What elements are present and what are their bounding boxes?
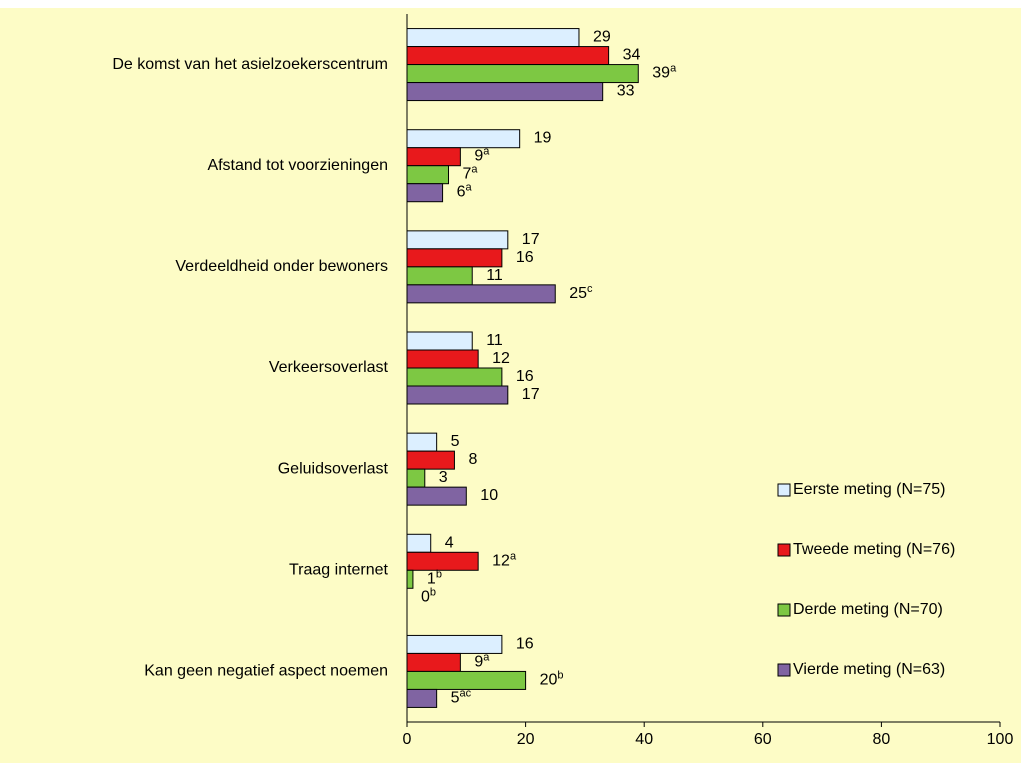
bar bbox=[406, 28, 580, 48]
bar bbox=[406, 349, 479, 369]
legend-label: Tweede meting (N=76) bbox=[793, 541, 955, 558]
data-label: 29 bbox=[593, 29, 611, 46]
category-label: Afstand tot voorzieningen bbox=[207, 157, 388, 174]
data-label: 11 bbox=[486, 332, 503, 349]
bar bbox=[406, 129, 521, 149]
data-label: 8 bbox=[468, 451, 477, 468]
data-label: 19 bbox=[534, 130, 552, 147]
data-label: 16 bbox=[516, 368, 534, 385]
legend-swatch bbox=[777, 483, 791, 497]
data-label: 33 bbox=[617, 83, 635, 100]
category-label: Geluidsoverlast bbox=[278, 460, 389, 477]
category-label: Verdeeldheid onder bewoners bbox=[175, 258, 388, 275]
data-label: 6a bbox=[457, 182, 473, 201]
bar bbox=[406, 147, 461, 167]
x-tick-label: 0 bbox=[403, 731, 412, 748]
bar bbox=[406, 533, 432, 553]
data-label: 39a bbox=[652, 62, 677, 81]
x-tick-label: 40 bbox=[635, 731, 653, 748]
legend-swatch bbox=[777, 663, 791, 677]
data-label: 5 bbox=[451, 433, 460, 450]
data-label: 12a bbox=[492, 550, 517, 569]
bar bbox=[406, 331, 473, 351]
bar bbox=[406, 165, 450, 185]
bar bbox=[406, 82, 604, 102]
bar bbox=[406, 367, 503, 387]
data-label: 1b bbox=[427, 568, 442, 587]
data-label: 17 bbox=[522, 386, 540, 403]
x-tick-label: 80 bbox=[873, 731, 891, 748]
legend-label: Derde meting (N=70) bbox=[793, 601, 943, 618]
bar bbox=[406, 551, 479, 571]
category-label: Kan geen negatief aspect noemen bbox=[144, 663, 388, 680]
data-label: 12 bbox=[492, 350, 510, 367]
data-label: 0b bbox=[421, 586, 436, 605]
data-label: 16 bbox=[516, 636, 534, 653]
legend-label: Vierde meting (N=63) bbox=[793, 661, 945, 678]
data-label: 16 bbox=[516, 249, 534, 266]
bar bbox=[406, 230, 509, 250]
data-label: 9a bbox=[474, 146, 490, 165]
bar bbox=[406, 284, 556, 304]
bar bbox=[406, 652, 461, 672]
data-label: 25c bbox=[569, 283, 593, 302]
data-label: 5ac bbox=[451, 687, 472, 706]
bar bbox=[406, 183, 444, 203]
category-label: De komst van het asielzoekerscentrum bbox=[112, 56, 388, 73]
data-label: 34 bbox=[623, 47, 641, 64]
bar bbox=[406, 64, 639, 84]
data-label: 10 bbox=[480, 487, 498, 504]
legend-swatch bbox=[777, 543, 791, 557]
x-tick-label: 100 bbox=[987, 731, 1014, 748]
bar bbox=[406, 468, 426, 488]
data-label: 3 bbox=[439, 469, 448, 486]
data-label: 4 bbox=[445, 535, 454, 552]
legend-swatch bbox=[777, 603, 791, 617]
category-label: Traag internet bbox=[289, 562, 389, 579]
data-label: 17 bbox=[522, 231, 540, 248]
x-tick-label: 20 bbox=[517, 731, 535, 748]
bar bbox=[406, 248, 503, 268]
data-label: 7a bbox=[463, 164, 479, 183]
data-label: 11 bbox=[486, 267, 503, 284]
bar bbox=[406, 670, 527, 690]
bar bbox=[406, 486, 467, 506]
bar bbox=[406, 432, 438, 452]
bar bbox=[406, 450, 455, 470]
x-tick-label: 60 bbox=[754, 731, 772, 748]
bar bbox=[406, 569, 414, 589]
bar bbox=[406, 266, 473, 286]
data-label: 20b bbox=[540, 669, 564, 688]
bar bbox=[406, 385, 509, 405]
background bbox=[0, 8, 1021, 763]
category-label: Verkeersoverlast bbox=[269, 359, 389, 376]
data-label: 9a bbox=[474, 651, 490, 670]
legend-label: Eerste meting (N=75) bbox=[793, 481, 946, 498]
bar bbox=[406, 688, 438, 708]
bar bbox=[406, 46, 610, 66]
